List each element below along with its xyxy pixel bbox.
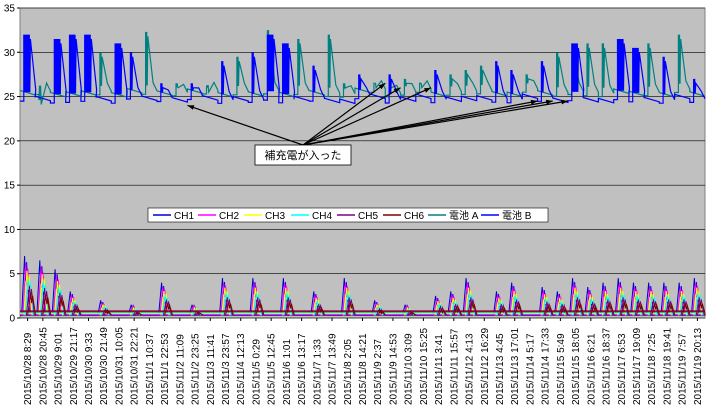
- x-tick-label: 2015/11/13 4:45: [495, 333, 506, 405]
- x-tick-label: 2015/11/11 3:41: [434, 334, 445, 405]
- legend-label: CH6: [404, 211, 424, 222]
- x-tick-label: 2015/11/6 1:01: [282, 339, 293, 405]
- series-battery-b: [20, 34, 706, 105]
- x-tick-label: 2015/10/30 21:49: [99, 327, 110, 405]
- x-tick-label: 2015/11/12 16:29: [480, 327, 491, 405]
- y-tick-label: 10: [4, 225, 16, 236]
- callout-arrowhead: [424, 87, 431, 93]
- x-tick-label: 2015/11/2 23:25: [191, 333, 202, 405]
- x-tick-label: 2015/11/16 18:37: [602, 327, 613, 405]
- x-tick-label: 2015/11/16 6:21: [586, 333, 597, 405]
- x-tick-label: 2015/10/29 21:17: [69, 327, 80, 405]
- callout-arrow: [187, 104, 304, 146]
- callout-arrow: [302, 87, 432, 146]
- x-tick-label: 2015/11/19 20:13: [693, 327, 704, 405]
- x-tick-label: 2015/11/18 19:41: [662, 327, 673, 405]
- y-tick-label: 20: [4, 136, 16, 147]
- x-tick-label: 2015/11/6 13:17: [297, 333, 308, 405]
- callout-arrowhead: [561, 99, 568, 105]
- legend-label: CH5: [358, 211, 378, 222]
- series-ch6: [20, 293, 706, 316]
- y-tick-label: 25: [4, 92, 16, 103]
- x-tick-label: 2015/11/14 17:33: [541, 327, 552, 405]
- x-tick-label: 2015/10/30 9:33: [84, 332, 95, 405]
- x-tick-label: 2015/10/28 20:45: [38, 327, 49, 405]
- x-tick-label: 2015/11/12 4:13: [465, 333, 476, 405]
- x-tick-label: 2015/11/7 13:49: [328, 333, 339, 405]
- y-tick-label: 15: [4, 181, 16, 192]
- x-tick-label: 2015/11/9 2:37: [373, 339, 384, 405]
- y-tick-label: 5: [9, 269, 15, 280]
- legend-label: CH4: [312, 211, 332, 222]
- grid-lines: [20, 7, 705, 319]
- callout-arrow: [302, 100, 569, 146]
- x-tick-label: 2015/11/9 14:53: [388, 333, 399, 405]
- x-tick-label: 2015/11/19 7:57: [678, 333, 689, 405]
- x-tick-label: 2015/11/2 11:09: [175, 334, 186, 405]
- x-tick-label: 2015/10/28 8:29: [23, 332, 34, 405]
- legend: CH1 CH2 CH3 CH4 CH5 CH6 電池 A 電池 B: [147, 207, 549, 223]
- x-tick-label: 2015/10/31 10:05: [114, 327, 125, 405]
- x-tick-label: 2015/11/5 12:45: [267, 333, 278, 405]
- x-tick-label: 2015/11/4 12:13: [236, 333, 247, 405]
- series-ch5: [20, 285, 705, 316]
- legend-label: 電池 A: [449, 209, 479, 222]
- x-tick-label: 2015/11/8 2:05: [343, 339, 354, 405]
- x-tick-label: 2015/11/17 6:53: [617, 333, 628, 405]
- x-tick-label: 2015/11/1 10:37: [145, 333, 156, 405]
- legend-label: 電池 B: [502, 209, 532, 222]
- callout-box: [254, 144, 352, 166]
- legend-label: CH1: [174, 211, 194, 222]
- x-tick-label: 2015/11/1 22:53: [160, 333, 171, 405]
- x-tick-label: 2015/11/11 15:57: [449, 328, 460, 405]
- callout-label: 補充電が入った: [265, 148, 342, 162]
- callout-arrow: [302, 82, 386, 146]
- annotation: 補充電が入った: [187, 82, 569, 166]
- y-tick-label: 30: [4, 48, 16, 59]
- callout-arrowhead: [378, 83, 386, 90]
- x-tick-label: 2015/10/29 9:01: [54, 332, 65, 405]
- legend-label: CH2: [219, 211, 239, 222]
- series-ch4: [20, 278, 705, 316]
- legend-label: CH3: [265, 211, 285, 222]
- x-tick-label: 2015/11/3 23:57: [221, 333, 232, 405]
- x-tick-label: 2015/11/10 15:25: [419, 327, 430, 405]
- x-tick-label: 2015/11/14 5:17: [525, 333, 536, 405]
- x-tick-label: 2015/11/15 5:49: [556, 333, 567, 405]
- x-tick-label: 2015/11/8 14:21: [358, 333, 369, 405]
- series-lines: [19, 30, 706, 316]
- callout-arrow: [302, 87, 401, 146]
- x-tick-label: 2015/11/10 3:09: [404, 333, 415, 405]
- x-tick-label: 2015/11/13 17:01: [510, 327, 521, 405]
- x-tick-label: 2015/11/3 11:41: [206, 334, 217, 405]
- callout-arrowhead: [187, 105, 195, 110]
- y-tick-label: 35: [4, 4, 16, 15]
- x-tick-label: 2015/11/7 1:33: [312, 339, 323, 405]
- callout-arrowhead: [393, 87, 401, 94]
- callout-arrowhead: [530, 99, 538, 105]
- x-tick-label: 2015/10/31 22:21: [130, 327, 141, 405]
- series-ch1: [20, 255, 705, 316]
- x-tick-label: 2015/11/15 18:05: [571, 327, 582, 405]
- x-axis: 2015/10/28 8:29 2015/10/28 20:45 2015/10/2…: [23, 318, 704, 405]
- x-tick-label: 2015/11/17 19:09: [632, 327, 643, 405]
- callout-arrowhead: [545, 99, 553, 105]
- x-tick-label: 2015/11/18 7:25: [647, 333, 658, 405]
- y-axis: 0 5 10 15 20 25 30 35: [4, 4, 20, 325]
- x-tick-label: 2015/11/5 0:29: [251, 339, 262, 405]
- y-tick-label: 0: [9, 314, 15, 325]
